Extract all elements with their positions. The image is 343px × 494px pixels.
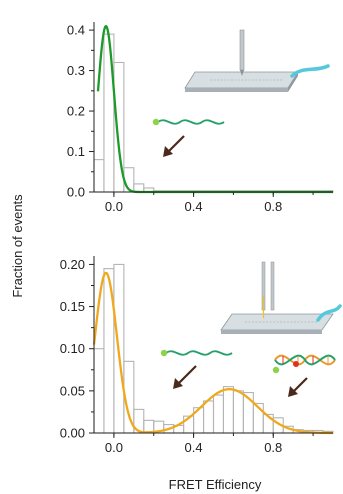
top-x-tick-label: 0.0 [105, 199, 123, 214]
top-histogram-bar [103, 33, 115, 193]
bottom-y-tick-label: 0.05 [60, 383, 85, 398]
microfluidic-device-top [184, 29, 330, 92]
top-panel: 0.0 0.1 0.2 0.3 0.4 0.0 0.4 0.8 [67, 22, 334, 214]
top-y-tick-label: 0.4 [67, 23, 85, 38]
bottom-y-tick-label: 0.20 [60, 257, 85, 272]
bottom-y-tick-label: 0.15 [60, 299, 85, 314]
bottom-x-tick-label: 0.8 [264, 440, 282, 455]
top-y-tick-label: 0.3 [67, 63, 85, 78]
bottom-histogram-bar [222, 386, 234, 434]
microfluidic-device-bottom [220, 261, 342, 334]
bottom-histogram-bar [232, 390, 244, 434]
top-fit-curve [96, 24, 334, 194]
arrow-icon [163, 135, 185, 157]
bottom-histogram-bar [93, 348, 105, 434]
bottom-histogram-bar [202, 400, 215, 434]
bottom-histogram-bar [212, 394, 225, 434]
bottom-panel: 0.00 0.05 0.10 0.15 0.20 0.0 0.4 0.8 [60, 256, 334, 455]
top-y-tick-label: 0.0 [67, 185, 85, 200]
bottom-x-tick-label: 0.4 [185, 440, 203, 455]
bottom-y-tick-label: 0.00 [60, 426, 85, 441]
top-histogram-bar [93, 159, 105, 193]
arrow-icon [288, 377, 308, 397]
bottom-x-tick-label: 0.0 [105, 440, 123, 455]
bottom-y-tick-label: 0.10 [60, 341, 85, 356]
top-y-tick-label: 0.2 [67, 104, 85, 119]
top-y-tick-label: 0.1 [67, 144, 85, 159]
single-strand-bottom [160, 349, 233, 357]
x-axis-title: FRET Efficiency [169, 477, 262, 492]
double-helix-icon [272, 354, 336, 374]
top-x-tick-label: 0.8 [264, 199, 282, 214]
bottom-fit-curve [92, 271, 334, 435]
arrow-icon [173, 365, 197, 389]
top-x-tick-label: 0.4 [185, 199, 203, 214]
y-axis-title: Fraction of events [10, 194, 25, 298]
single-strand-top [152, 118, 225, 126]
schematic-illustrations [152, 29, 342, 397]
